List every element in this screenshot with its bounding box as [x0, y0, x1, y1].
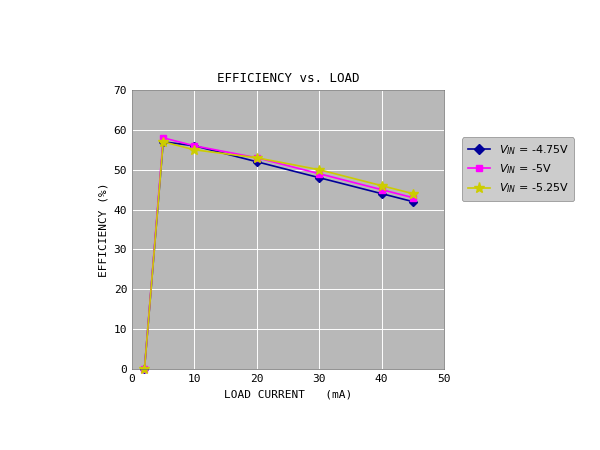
Legend: $V_{IN}$ = -4.75V, $V_{IN}$ = -5V, $V_{IN}$ = -5.25V: $V_{IN}$ = -4.75V, $V_{IN}$ = -5V, $V_{I… [462, 137, 574, 201]
Title: EFFICIENCY vs. LOAD: EFFICIENCY vs. LOAD [217, 72, 359, 85]
X-axis label: LOAD CURRENT   (mA): LOAD CURRENT (mA) [224, 389, 352, 400]
Y-axis label: EFFICIENCY (%): EFFICIENCY (%) [98, 182, 108, 277]
